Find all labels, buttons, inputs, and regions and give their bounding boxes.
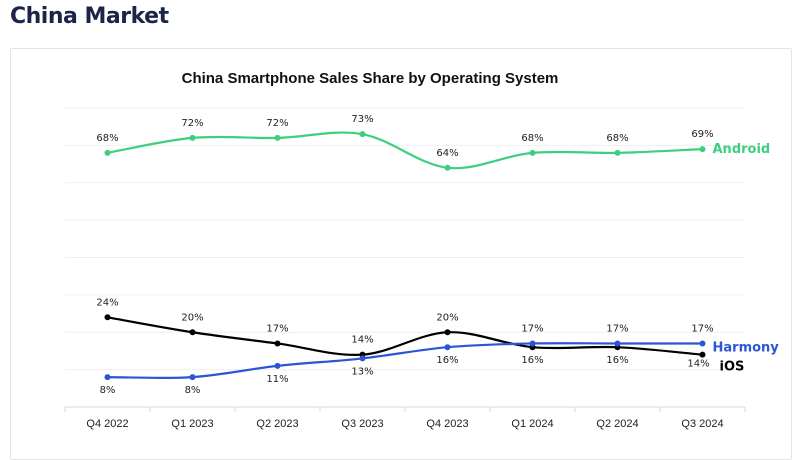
- data-label: 16%: [436, 355, 458, 366]
- data-point: [699, 146, 706, 153]
- data-label: 8%: [100, 385, 116, 396]
- data-label: 24%: [96, 297, 118, 308]
- data-label: 68%: [96, 133, 118, 144]
- data-label: 69%: [691, 129, 713, 140]
- data-point: [359, 355, 366, 362]
- data-point: [189, 329, 196, 336]
- data-point: [104, 314, 111, 321]
- data-point: [274, 340, 281, 347]
- data-label: 17%: [521, 323, 543, 334]
- data-label: 68%: [521, 133, 543, 144]
- x-tick-label: Q4 2022: [86, 418, 128, 430]
- data-label: 17%: [266, 323, 288, 334]
- data-label: 20%: [436, 312, 458, 323]
- data-label: 11%: [266, 374, 288, 385]
- data-label: 73%: [351, 114, 373, 125]
- data-label: 72%: [181, 118, 203, 129]
- data-point: [274, 362, 281, 369]
- x-tick-label: Q1 2023: [171, 418, 213, 430]
- data-point: [614, 149, 621, 156]
- data-point: [444, 164, 451, 171]
- data-point: [529, 340, 536, 347]
- data-label: 17%: [606, 323, 628, 334]
- data-point: [529, 149, 536, 156]
- series-label-harmony: Harmony: [713, 340, 780, 355]
- data-point: [699, 351, 706, 358]
- series-label-android: Android: [713, 142, 771, 157]
- data-point: [104, 374, 111, 381]
- x-tick-label: Q1 2024: [511, 418, 553, 430]
- chart-card: [10, 48, 792, 460]
- data-label: 14%: [687, 359, 709, 370]
- data-label: 16%: [521, 355, 543, 366]
- data-point: [614, 340, 621, 347]
- data-label: 68%: [606, 133, 628, 144]
- data-label: 16%: [606, 355, 628, 366]
- data-point: [444, 329, 451, 336]
- page-heading: China Market: [10, 4, 169, 29]
- data-point: [699, 340, 706, 347]
- data-label: 13%: [351, 366, 373, 377]
- x-tick-label: Q4 2023: [426, 418, 468, 430]
- x-tick-label: Q3 2023: [341, 418, 383, 430]
- data-point: [359, 131, 366, 138]
- x-tick-label: Q3 2024: [681, 418, 723, 430]
- data-point: [189, 134, 196, 141]
- data-label: 64%: [436, 148, 458, 159]
- data-point: [274, 134, 281, 141]
- data-point: [189, 374, 196, 381]
- data-label: 14%: [351, 335, 373, 346]
- x-tick-label: Q2 2023: [256, 418, 298, 430]
- data-label: 72%: [266, 118, 288, 129]
- data-label: 8%: [185, 385, 201, 396]
- chart-title: China Smartphone Sales Share by Operatin…: [182, 70, 559, 87]
- data-point: [444, 344, 451, 351]
- data-point: [104, 149, 111, 156]
- series-line-ios: [107, 316, 703, 357]
- series-line-harmony: [107, 342, 703, 380]
- series-line-android: [107, 131, 703, 170]
- x-tick-label: Q2 2024: [596, 418, 638, 430]
- data-label: 20%: [181, 312, 203, 323]
- data-label: 17%: [691, 323, 713, 334]
- series-label-ios: iOS: [720, 360, 745, 375]
